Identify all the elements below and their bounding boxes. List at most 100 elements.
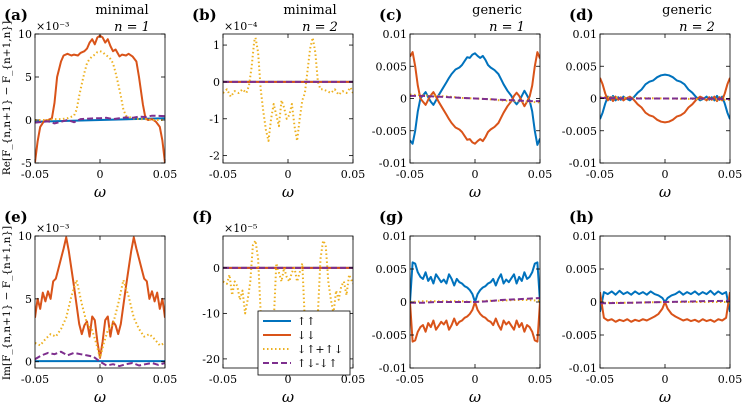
panel-label-g: (g) <box>379 208 404 226</box>
ytick-label-b-1: -1 <box>209 113 220 126</box>
panel-label-e: (e) <box>4 208 28 226</box>
panel-label-f: (f) <box>192 208 213 226</box>
xlabel-d: ω <box>659 183 671 201</box>
series-ud-m-du-c <box>410 94 540 103</box>
xtick-label-d-1: 0 <box>662 168 669 181</box>
xlabel-a: ω <box>94 183 106 201</box>
xtick-label-c-0: -0.05 <box>396 168 424 181</box>
panel-e: -0.05 0 0.05 0 5 10 ω (e) ×10⁻³ <box>4 208 177 406</box>
xtick-label-e-0: -0.05 <box>21 373 49 386</box>
xlabel-h: ω <box>659 388 671 406</box>
panel-label-a: (a) <box>4 6 28 24</box>
series-uu-g <box>410 261 540 303</box>
title-top-b: minimal <box>283 3 336 18</box>
ytick-label-f-1: -10 <box>202 307 220 320</box>
ytick-label-h-4: 0.01 <box>573 230 598 243</box>
xtick-label-a-2: 0.05 <box>153 168 178 181</box>
title-top-d: generic <box>662 3 712 18</box>
panel-d: -0.05 0 0.05 -0.01 -0.005 0 0.005 0.01 ω (d) gener… <box>562 3 742 201</box>
series-dd-g <box>410 301 540 343</box>
xtick-label-g-1: 0 <box>472 373 479 386</box>
panel-label-b: (b) <box>192 6 217 24</box>
xtick-label-h-2: 0.05 <box>718 373 743 386</box>
xlabel-f: ω <box>282 388 294 406</box>
xtick-label-d-2: 0.05 <box>718 168 743 181</box>
series-dd-d <box>600 77 730 124</box>
series-ud-m-du-h <box>600 299 730 305</box>
xtick-label-g-0: -0.05 <box>396 373 424 386</box>
ytick-label-d-2: 0 <box>590 93 597 106</box>
ytick-label-g-1: -0.005 <box>372 329 407 342</box>
legend-label-ud-du: ↓↑+↑↓ <box>297 343 343 356</box>
title-bottom-a: n = 1 <box>114 20 150 35</box>
series-ud-m-du-d <box>600 96 730 101</box>
ytick-label-g-3: 0.005 <box>376 263 408 276</box>
panel-label-c: (c) <box>379 6 402 24</box>
panel-h: -0.05 0 0.05 -0.01 -0.005 0 0.005 0.01 ω (h) <box>562 208 742 406</box>
legend-label-uu: ↑↑ <box>297 315 315 328</box>
legend-item-uu: ↑↑ <box>263 315 315 328</box>
xtick-label-f-1: 0 <box>285 373 292 386</box>
ytick-label-a-0: -5 <box>21 157 32 170</box>
xtick-label-c-1: 0 <box>472 168 479 181</box>
ytick-label-a-1: 0 <box>25 114 32 127</box>
ytick-label-a-2: 5 <box>25 71 32 84</box>
ytick-label-b-2: 0 <box>213 76 220 89</box>
ytick-label-h-3: 0.005 <box>566 263 598 276</box>
legend-label-ud-m-du: ↑↓-↓↑ <box>297 357 338 370</box>
panel-g: -0.05 0 0.05 -0.01 -0.005 0 0.005 0.01 ω (g) <box>372 208 552 406</box>
xtick-label-g-2: 0.05 <box>528 373 553 386</box>
ytick-label-g-0: -0.01 <box>379 362 407 375</box>
ytick-label-e-0: 0 <box>25 356 32 369</box>
series-ud-du-a <box>35 50 165 121</box>
legend-label-dd: ↓↓ <box>297 329 315 342</box>
series-ud-du-e <box>35 279 165 359</box>
series-ud-m-du-a <box>35 114 165 125</box>
ytick-label-c-4: 0.01 <box>383 28 408 41</box>
ytick-label-e-1: 5 <box>25 293 32 306</box>
ytick-label-a-3: 10 <box>18 28 32 41</box>
xtick-label-d-0: -0.05 <box>586 168 614 181</box>
xtick-label-a-1: 0 <box>97 168 104 181</box>
panel-label-h: (h) <box>569 208 594 226</box>
legend-item-ud-du: ↓↑+↑↓ <box>263 343 343 356</box>
xlabel-g: ω <box>469 388 481 406</box>
exponent-e: ×10⁻³ <box>36 222 69 235</box>
legend-item-ud-m-du: ↑↓-↓↑ <box>263 357 338 370</box>
series-ud-m-du-e <box>35 350 165 368</box>
ytick-label-g-2: 0 <box>400 296 407 309</box>
title-bottom-c: n = 1 <box>489 20 525 35</box>
title-top-c: generic <box>472 3 522 18</box>
xtick-label-b-1: 0 <box>285 168 292 181</box>
panel-b: -0.05 0 0.05 -2 -1 0 1 ω (b) ×10⁻⁴ minimal n = 2 <box>192 3 365 201</box>
xtick-label-e-1: 0 <box>97 373 104 386</box>
xtick-label-h-0: -0.05 <box>586 373 614 386</box>
xtick-label-e-2: 0.05 <box>153 373 178 386</box>
title-bottom-b: n = 2 <box>302 20 338 35</box>
series-uu-d <box>600 73 730 120</box>
legend: ↑↑ ↓↓ ↓↑+↑↓ ↑↓-↓↑ <box>257 310 351 376</box>
ytick-label-d-3: 0.005 <box>566 60 598 73</box>
ytick-label-h-0: -0.01 <box>569 362 597 375</box>
ytick-label-h-2: 0 <box>590 296 597 309</box>
exponent-a: ×10⁻³ <box>36 20 69 33</box>
panel-f: -0.05 0 0.05 -20 -10 0 ω (f) ×10⁻⁵ <box>192 208 365 406</box>
ytick-label-c-0: -0.01 <box>379 157 407 170</box>
ytick-label-f-0: -20 <box>202 353 220 366</box>
ytick-label-h-1: -0.005 <box>562 329 597 342</box>
legend-item-dd: ↓↓ <box>263 329 315 342</box>
series-dd-h <box>600 291 730 323</box>
ytick-label-c-1: -0.005 <box>372 125 407 138</box>
series-ud-m-du-g <box>410 297 540 304</box>
ytick-label-c-2: 0 <box>400 93 407 106</box>
xtick-label-b-0: -0.05 <box>209 168 237 181</box>
ytick-label-d-0: -0.01 <box>569 157 597 170</box>
series-ud-du-b <box>223 36 353 142</box>
series-dd-e <box>35 236 165 359</box>
panel-c: -0.05 0 0.05 -0.01 -0.005 0 0.005 0.01 ω (c) gener… <box>372 3 552 201</box>
exponent-f: ×10⁻⁵ <box>224 222 257 235</box>
ytick-label-f-2: 0 <box>213 262 220 275</box>
xlabel-b: ω <box>282 183 294 201</box>
panel-label-d: (d) <box>569 6 594 24</box>
